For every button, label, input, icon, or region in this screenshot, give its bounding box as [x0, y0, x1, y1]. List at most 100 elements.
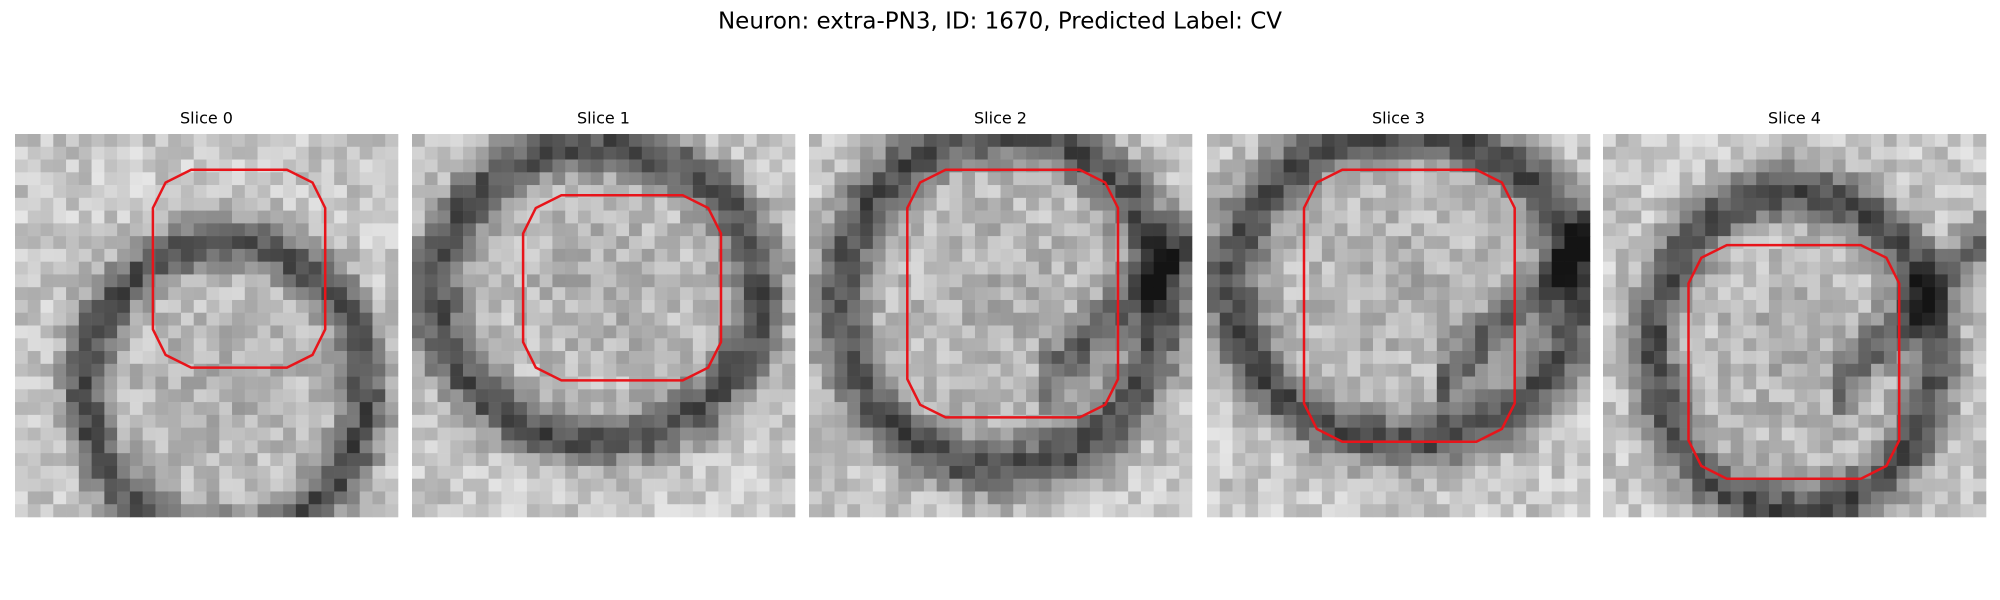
pixel	[1166, 185, 1180, 199]
pixel	[552, 248, 566, 262]
pixel	[1794, 465, 1808, 479]
pixel	[385, 453, 399, 467]
pixel	[1743, 351, 1757, 365]
pixel	[78, 210, 92, 224]
pixel	[244, 427, 258, 441]
pixel	[782, 197, 796, 211]
pixel	[1679, 465, 1693, 479]
pixel	[603, 376, 617, 390]
pixel	[539, 504, 553, 518]
pixel	[834, 210, 848, 224]
pixel	[1947, 299, 1961, 314]
pixel	[911, 427, 925, 441]
pixel	[334, 453, 348, 467]
pixel	[1207, 363, 1221, 377]
pixel	[501, 299, 515, 314]
pixel	[15, 274, 29, 288]
pixel	[91, 440, 105, 454]
pixel	[488, 236, 502, 250]
pixel	[501, 363, 515, 377]
pixel	[359, 236, 373, 250]
pixel	[1871, 325, 1885, 339]
pixel	[1128, 491, 1142, 505]
pixel	[295, 197, 309, 211]
pixel	[501, 146, 515, 160]
pixel	[346, 248, 360, 262]
pixel	[821, 210, 835, 224]
pixel	[552, 338, 566, 352]
pixel	[1832, 491, 1846, 505]
pixel	[346, 440, 360, 454]
pixel	[40, 440, 54, 454]
pixel	[193, 287, 207, 301]
pixel	[1858, 414, 1872, 428]
pixel	[66, 248, 80, 262]
pixel	[437, 465, 451, 479]
pixel	[1692, 146, 1706, 160]
pixel	[692, 248, 706, 262]
pixel	[1577, 504, 1591, 518]
pixel	[1372, 261, 1387, 275]
pixel	[1947, 236, 1961, 250]
pixel	[1603, 465, 1617, 479]
pixel	[1347, 504, 1361, 518]
pixel	[424, 159, 438, 173]
pixel	[1334, 210, 1348, 224]
pixel	[283, 478, 297, 492]
pixel	[257, 402, 271, 416]
pixel	[949, 440, 963, 454]
pixel	[1883, 465, 1897, 479]
pixel	[1258, 325, 1272, 339]
pixel	[962, 299, 976, 314]
pixel	[257, 325, 271, 339]
pixel	[1398, 236, 1412, 250]
pixel	[743, 363, 757, 377]
pixel	[1781, 376, 1795, 390]
pixel	[142, 453, 156, 467]
pixel	[1309, 453, 1323, 467]
pixel	[1372, 172, 1387, 186]
pixel	[1679, 427, 1693, 441]
pixel	[1013, 376, 1027, 390]
pixel	[718, 478, 732, 492]
pixel	[1807, 146, 1821, 160]
pixel	[78, 185, 92, 199]
pixel	[1909, 504, 1923, 518]
pixel	[1692, 236, 1706, 250]
pixel	[1922, 491, 1936, 505]
pixel	[372, 172, 386, 186]
pixel	[769, 389, 783, 403]
pixel	[872, 389, 886, 403]
pixel	[1832, 210, 1846, 224]
pixel	[552, 172, 566, 186]
pixel	[206, 389, 220, 403]
pixel	[1398, 414, 1412, 428]
pixel	[616, 299, 630, 314]
pixel	[936, 274, 950, 288]
pixel	[1730, 299, 1744, 314]
pixel	[463, 465, 477, 479]
pixel	[885, 465, 899, 479]
pixel	[680, 427, 694, 441]
pixel	[1026, 197, 1040, 211]
pixel	[641, 325, 655, 339]
pixel	[962, 427, 976, 441]
pixel	[936, 389, 950, 403]
pixel	[860, 236, 874, 250]
pixel	[1334, 465, 1348, 479]
pixel	[91, 248, 105, 262]
pixel	[1153, 427, 1167, 441]
pixel	[1538, 299, 1552, 314]
pixel	[1832, 312, 1846, 326]
pixel	[692, 261, 706, 275]
pixel	[1973, 376, 1987, 390]
pixel	[1858, 312, 1872, 326]
pixel	[1781, 351, 1795, 365]
pixel	[475, 248, 489, 262]
pixel	[142, 376, 156, 390]
pixel	[295, 236, 309, 250]
pixel	[1449, 402, 1463, 416]
pixel	[66, 134, 80, 148]
pixel	[40, 389, 54, 403]
pixel	[809, 402, 823, 416]
